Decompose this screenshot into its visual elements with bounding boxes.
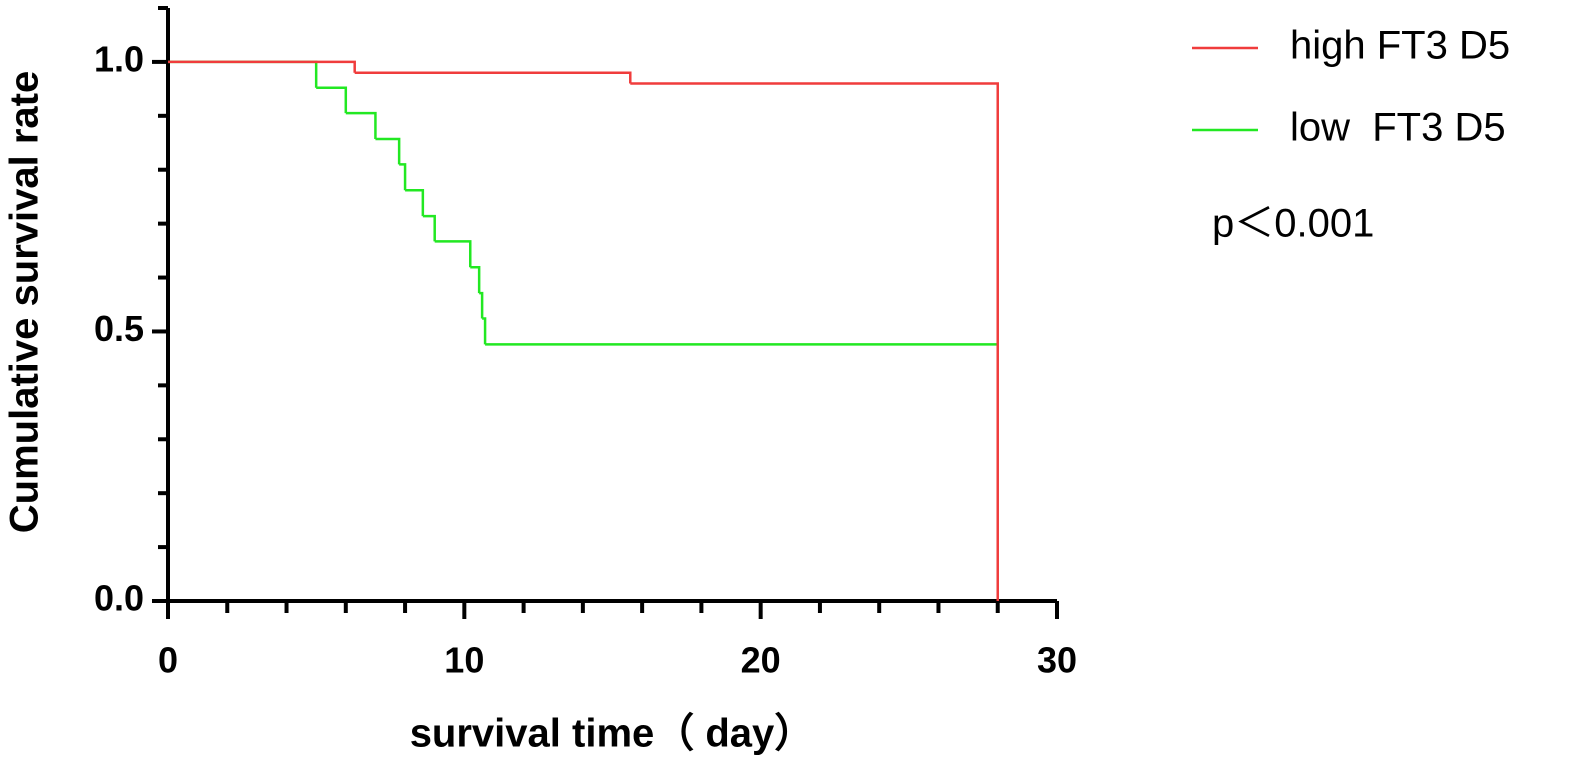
x-axis-label: survival time（ day） xyxy=(410,712,815,756)
x-tick-label: 30 xyxy=(1037,640,1077,681)
legend-label: low FT3 D5 xyxy=(1290,106,1506,150)
x-tick-label: 10 xyxy=(444,640,484,681)
survival-step xyxy=(630,82,999,601)
survival-step xyxy=(434,240,472,268)
survival-step xyxy=(168,60,356,73)
x-tick-label: 20 xyxy=(741,640,781,681)
y-tick-label: 0.5 xyxy=(94,308,144,349)
survival-step xyxy=(354,71,632,84)
survival-step xyxy=(405,188,425,217)
survival-step xyxy=(422,214,436,242)
y-tick-label: 1.0 xyxy=(94,38,144,79)
survival-step xyxy=(345,111,377,139)
legend-label: high FT3 D5 xyxy=(1290,24,1510,68)
survival-step xyxy=(482,317,487,345)
survival-step xyxy=(399,163,407,191)
x-tick-label: 0 xyxy=(158,640,178,681)
y-tick-label: 0.0 xyxy=(94,578,144,619)
survival-step xyxy=(168,60,318,88)
survival-step xyxy=(375,137,401,165)
survival-step xyxy=(316,86,348,114)
survival-step xyxy=(470,266,481,294)
annotation: p＜0.001 xyxy=(1212,202,1374,246)
survival-step xyxy=(479,291,484,319)
y-axis-label: Cumulative survival rate xyxy=(3,71,47,533)
